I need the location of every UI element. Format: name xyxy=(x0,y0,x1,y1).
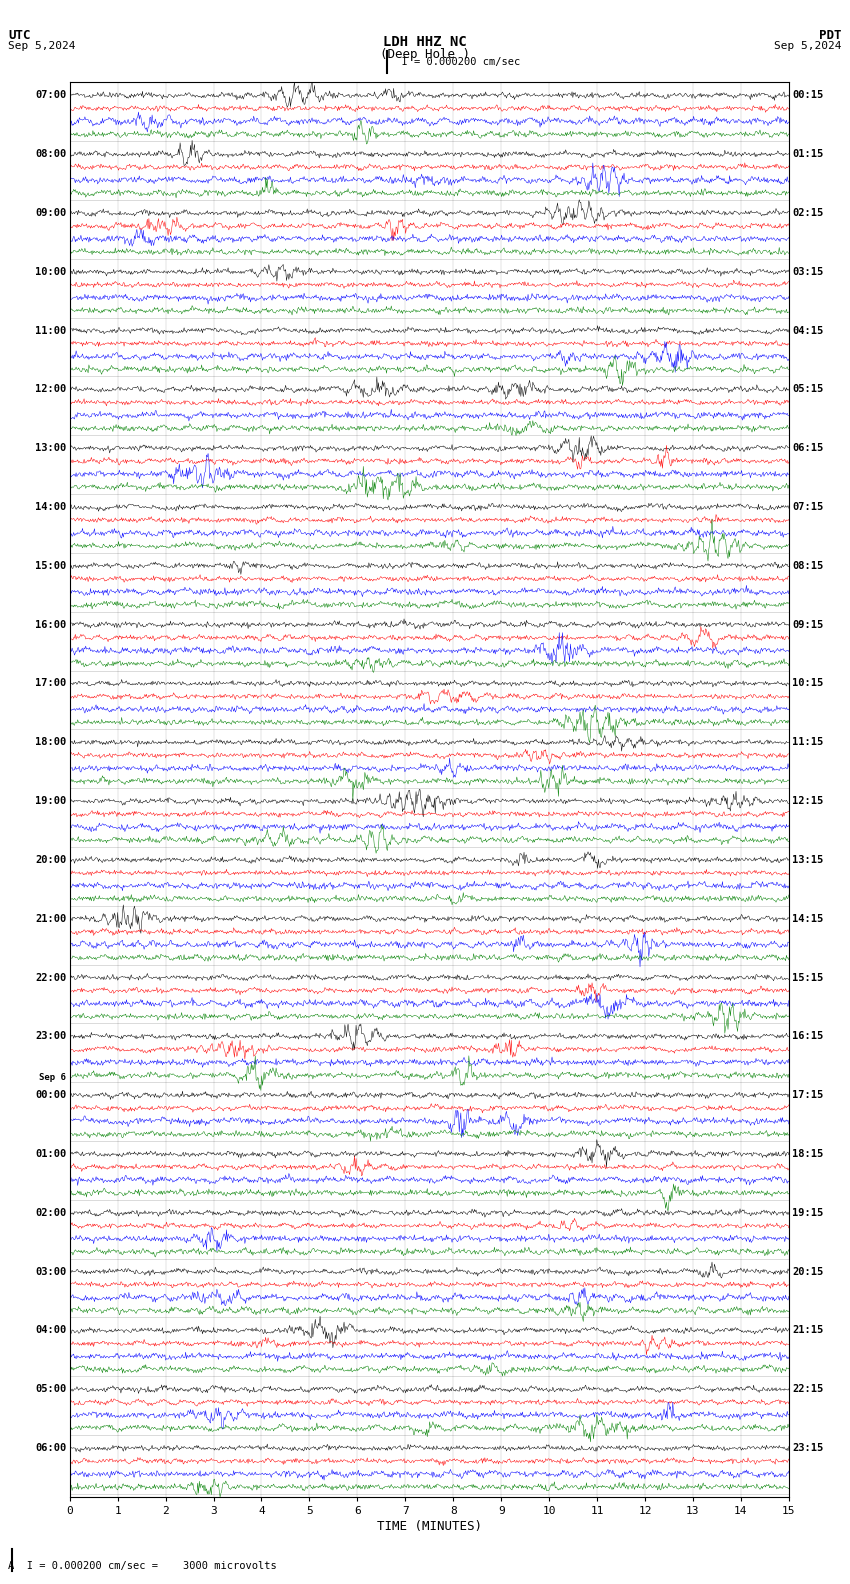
Text: 10:00: 10:00 xyxy=(35,266,66,277)
Text: (Deep Hole ): (Deep Hole ) xyxy=(380,48,470,60)
Text: 09:00: 09:00 xyxy=(35,208,66,219)
Text: 12:00: 12:00 xyxy=(35,385,66,394)
Text: 22:00: 22:00 xyxy=(35,973,66,982)
Text: 23:15: 23:15 xyxy=(792,1443,824,1453)
Text: 11:15: 11:15 xyxy=(792,737,824,748)
Text: 18:15: 18:15 xyxy=(792,1148,824,1159)
Text: 16:00: 16:00 xyxy=(35,619,66,630)
X-axis label: TIME (MINUTES): TIME (MINUTES) xyxy=(377,1521,482,1533)
Text: I = 0.000200 cm/sec: I = 0.000200 cm/sec xyxy=(389,57,520,67)
Text: 06:15: 06:15 xyxy=(792,444,824,453)
Text: 16:15: 16:15 xyxy=(792,1031,824,1041)
Text: 22:15: 22:15 xyxy=(792,1384,824,1394)
Text: 01:15: 01:15 xyxy=(792,149,824,158)
Text: 07:00: 07:00 xyxy=(35,90,66,100)
Text: Sep 6: Sep 6 xyxy=(39,1074,66,1082)
Text: 17:00: 17:00 xyxy=(35,678,66,689)
Text: 04:15: 04:15 xyxy=(792,326,824,336)
Text: 15:00: 15:00 xyxy=(35,561,66,570)
Text: 20:00: 20:00 xyxy=(35,855,66,865)
Text: 19:00: 19:00 xyxy=(35,797,66,806)
Text: 13:00: 13:00 xyxy=(35,444,66,453)
Text: 03:00: 03:00 xyxy=(35,1267,66,1277)
Text: 07:15: 07:15 xyxy=(792,502,824,512)
Text: 00:15: 00:15 xyxy=(792,90,824,100)
Text: 17:15: 17:15 xyxy=(792,1090,824,1101)
Text: 02:15: 02:15 xyxy=(792,208,824,219)
Text: 04:00: 04:00 xyxy=(35,1326,66,1335)
Text: 05:15: 05:15 xyxy=(792,385,824,394)
Text: 02:00: 02:00 xyxy=(35,1209,66,1218)
Text: 19:15: 19:15 xyxy=(792,1209,824,1218)
Text: 21:00: 21:00 xyxy=(35,914,66,923)
Text: Sep 5,2024: Sep 5,2024 xyxy=(774,41,842,51)
Text: 20:15: 20:15 xyxy=(792,1267,824,1277)
Text: 12:15: 12:15 xyxy=(792,797,824,806)
Text: 13:15: 13:15 xyxy=(792,855,824,865)
Text: 08:15: 08:15 xyxy=(792,561,824,570)
Text: 01:00: 01:00 xyxy=(35,1148,66,1159)
Text: 09:15: 09:15 xyxy=(792,619,824,630)
Text: 00:00: 00:00 xyxy=(35,1090,66,1101)
Text: LDH HHZ NC: LDH HHZ NC xyxy=(383,35,467,49)
Text: 14:00: 14:00 xyxy=(35,502,66,512)
Text: 10:15: 10:15 xyxy=(792,678,824,689)
Text: 14:15: 14:15 xyxy=(792,914,824,923)
Text: PDT: PDT xyxy=(819,29,842,41)
Text: 05:00: 05:00 xyxy=(35,1384,66,1394)
Text: Sep 5,2024: Sep 5,2024 xyxy=(8,41,76,51)
Text: 18:00: 18:00 xyxy=(35,737,66,748)
Text: A  I = 0.000200 cm/sec =    3000 microvolts: A I = 0.000200 cm/sec = 3000 microvolts xyxy=(8,1562,277,1571)
Text: 06:00: 06:00 xyxy=(35,1443,66,1453)
Text: UTC: UTC xyxy=(8,29,31,41)
Text: 15:15: 15:15 xyxy=(792,973,824,982)
Text: 23:00: 23:00 xyxy=(35,1031,66,1041)
Text: 21:15: 21:15 xyxy=(792,1326,824,1335)
Text: 11:00: 11:00 xyxy=(35,326,66,336)
Text: 08:00: 08:00 xyxy=(35,149,66,158)
Text: 03:15: 03:15 xyxy=(792,266,824,277)
